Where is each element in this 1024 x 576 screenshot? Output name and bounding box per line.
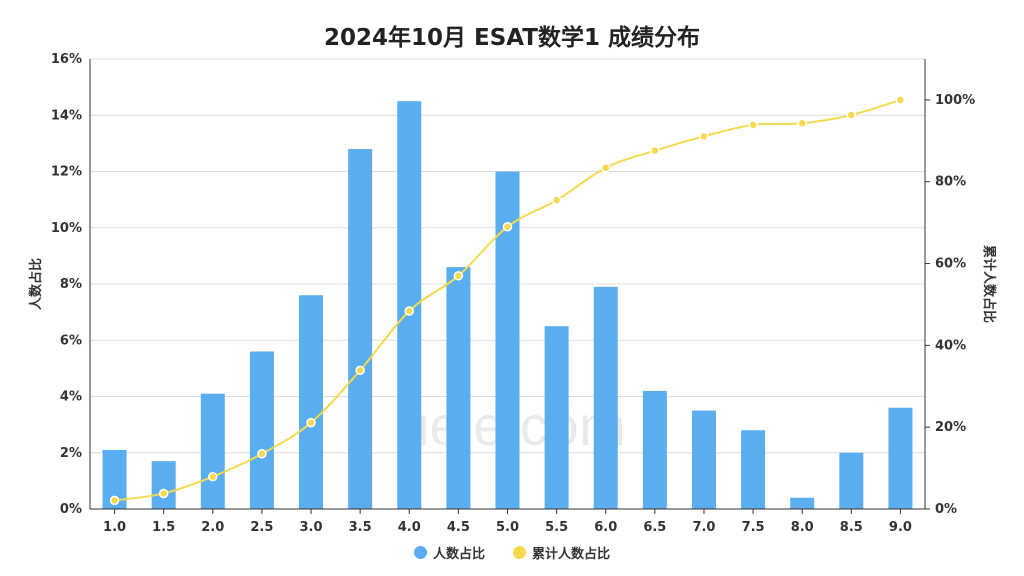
x-tick-label: 3.5 — [349, 520, 372, 535]
cumulative-point — [109, 495, 120, 506]
y-tick-label: 0% — [60, 502, 82, 517]
x-tick-label: 8.5 — [840, 520, 863, 535]
bar — [741, 430, 766, 509]
y-tick-label: 16% — [51, 52, 82, 67]
bar — [200, 393, 225, 509]
cumulative-point — [158, 488, 169, 499]
y-tick-label: 4% — [60, 390, 82, 405]
legend: 人数占比 累计人数占比 — [0, 543, 1024, 562]
x-tick-label: 7.5 — [742, 520, 765, 535]
chart-title: 2024年10月 ESAT数学1 成绩分布 — [323, 25, 701, 51]
x-tick-label: 1.0 — [103, 520, 126, 535]
y-tick-label: 10% — [51, 221, 82, 236]
cumulative-point — [257, 449, 267, 459]
x-tick-label: 7.0 — [692, 520, 715, 535]
cumulative-point — [355, 365, 365, 376]
x-tick-label: 2.5 — [250, 520, 273, 535]
cumulative-point — [699, 131, 709, 142]
cumulative-point — [600, 163, 611, 173]
cumulative-point — [502, 221, 513, 232]
bar — [299, 295, 324, 509]
legend-line-label: 累计人数占比 — [532, 547, 611, 562]
y2-axis-label: 累计人数占比 — [981, 245, 997, 323]
x-tick-label: 1.5 — [152, 520, 175, 535]
bar — [691, 410, 716, 509]
cumulative-point — [846, 110, 857, 120]
y-tick-label: 14% — [51, 108, 82, 123]
bar — [790, 497, 815, 509]
bar — [839, 452, 864, 509]
cumulative-point — [797, 118, 807, 128]
x-tick-label: 8.0 — [791, 520, 814, 535]
legend-item-line[interactable]: 累计人数占比 — [513, 543, 610, 562]
x-tick-label: 2.0 — [201, 520, 224, 535]
bar — [544, 326, 569, 509]
y2-tick-label: 20% — [935, 420, 966, 435]
legend-line-swatch — [513, 546, 526, 559]
x-tick-label: 5.0 — [496, 520, 519, 535]
bar — [249, 351, 274, 509]
legend-bar-swatch — [413, 546, 427, 559]
x-tick-label: 6.0 — [594, 520, 617, 535]
cumulative-point — [895, 95, 906, 105]
y2-tick-label: 80% — [935, 175, 966, 190]
x-tick-label: 5.5 — [545, 520, 568, 535]
x-tick-label: 4.0 — [398, 520, 421, 535]
cumulative-point — [650, 145, 660, 156]
cumulative-point — [208, 471, 218, 482]
cumulative-point — [306, 417, 316, 428]
x-tick-label: 6.5 — [643, 520, 666, 535]
x-tick-label: 3.0 — [300, 520, 323, 535]
y-tick-label: 6% — [60, 333, 82, 348]
bar — [151, 461, 176, 509]
y2-tick-label: 60% — [935, 257, 966, 272]
y2-tick-label: 100% — [935, 93, 975, 108]
bar — [348, 149, 373, 509]
y-tick-label: 8% — [60, 277, 82, 292]
legend-item-bar[interactable]: 人数占比 — [413, 543, 485, 562]
bar — [593, 286, 618, 509]
cumulative-point — [551, 195, 562, 205]
bar — [446, 267, 471, 509]
x-tick-label: 9.0 — [889, 520, 912, 535]
y-tick-label: 2% — [60, 446, 82, 461]
y2-tick-label: 0% — [935, 502, 957, 517]
bar — [888, 407, 913, 509]
x-tick-label: 4.5 — [447, 520, 470, 535]
y-tick-label: 12% — [51, 165, 82, 180]
y-axis-label: 人数占比 — [28, 258, 44, 310]
y2-tick-label: 40% — [935, 338, 966, 353]
bar — [642, 390, 667, 509]
cumulative-point — [404, 306, 415, 316]
cumulative-point — [748, 120, 758, 130]
cumulative-point — [453, 271, 464, 281]
legend-bar-label: 人数占比 — [432, 547, 485, 562]
